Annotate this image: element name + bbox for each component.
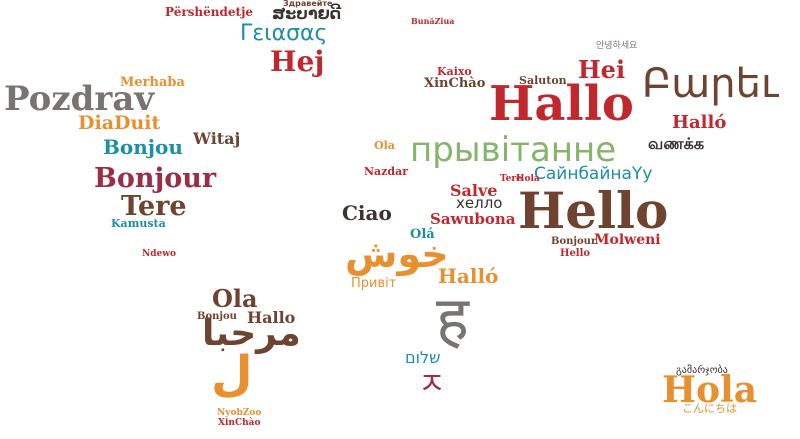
word-kaixo: Kaixo	[437, 65, 472, 78]
word-hebrew: שלום	[405, 348, 441, 367]
word-xinchao: XinChào	[424, 76, 486, 91]
word-hallo-sa: Hallo	[247, 308, 296, 327]
word-pryvit: Привіт	[351, 276, 397, 291]
word-pershendetje: Përshëndetje	[165, 5, 254, 19]
word-diaduit: DiaDuit	[78, 112, 161, 134]
word-xinchao-small: XinChào	[218, 418, 261, 428]
word-marhaba-arabic: مرحبا	[202, 313, 301, 354]
word-hello-huge: Hello	[518, 181, 669, 240]
word-georgian: გამარჯობა	[676, 365, 728, 376]
word-zdravite: Здравейте	[283, 0, 333, 8]
word-nazdar: Nazdar	[364, 165, 409, 178]
word-bonjou: Bonjou	[103, 135, 183, 159]
word-geiasas-teal: Γειασας	[240, 21, 328, 46]
word-tere-large: Tere	[121, 191, 187, 222]
word-hallo-mid: Halló	[438, 264, 499, 288]
word-devanagari-large: ह	[436, 282, 469, 355]
word-merhaba-orange: Merhaba	[120, 75, 185, 90]
word-bonjour-large: Bonjour	[94, 163, 217, 194]
word-witaj: Witaj	[193, 129, 241, 148]
word-sawubona: Sawubona	[430, 210, 516, 228]
word-hello-right-small: Hello	[560, 248, 591, 259]
word-lao-top: ສະບາຍດີ	[272, 4, 342, 23]
word-kamusta: Kamusta	[111, 217, 166, 230]
word-salve: Salve	[450, 181, 498, 200]
word-hola-large: Hola	[662, 369, 758, 411]
word-sainbaina: СайнбайнаYy	[534, 164, 653, 184]
word-olá: Olá	[410, 227, 435, 242]
word-vanakkam: வணக்க	[648, 134, 705, 153]
word-annyeong-top: 안녕하세요	[596, 41, 638, 51]
word-khosh-large: خوش	[345, 232, 449, 276]
word-nyobzoo: NyobZoo	[217, 408, 262, 418]
word-ya: ㅈ	[418, 367, 446, 402]
word-pozdrav-large: Pozdrav	[4, 79, 155, 119]
word-hola-small: Hola	[516, 174, 540, 184]
word-la-large: ل	[211, 346, 253, 402]
word-barev-armenian: Բարեւ	[642, 61, 779, 107]
word-ciao: Ciao	[342, 201, 392, 225]
word-ndewo: Ndewo	[142, 249, 176, 259]
word-konnichiwa: こんにちは	[682, 402, 737, 415]
word-ola-sa: Ola	[212, 284, 258, 313]
word-bonjour-right: Bonjour	[551, 236, 597, 247]
word-saluton: Saluton	[519, 74, 567, 87]
word-hallo-small-right: Halló	[672, 112, 727, 133]
word-hej-large: Hej	[270, 45, 325, 78]
word-bunaziua: BunăZiua	[411, 16, 455, 26]
word-molweni: Molweni	[594, 232, 661, 248]
word-hello-cyr: хелло	[456, 194, 503, 212]
word-hallo-huge: Hallo	[489, 76, 634, 132]
word-pryvitannie-large: прывітанне	[410, 130, 617, 170]
word-hei: Hei	[578, 55, 626, 84]
word-ola-small: Ola	[374, 139, 395, 152]
word-bonjou-sa: Bonjou	[197, 311, 237, 322]
word-tere-small: Tere	[500, 174, 522, 184]
